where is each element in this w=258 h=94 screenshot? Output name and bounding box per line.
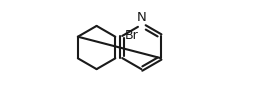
Text: N: N [136, 11, 146, 24]
Text: Br: Br [125, 29, 139, 42]
